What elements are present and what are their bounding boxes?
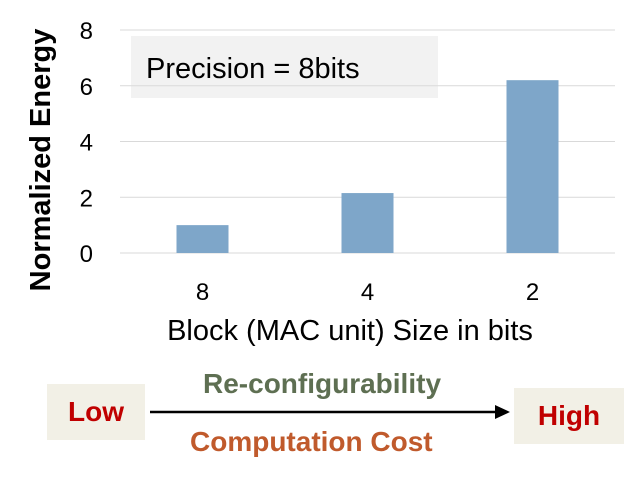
x-tick-label: 4 xyxy=(361,279,374,306)
precision-annotation: Precision = 8bits xyxy=(146,53,360,85)
bar xyxy=(176,225,229,253)
high-box: High xyxy=(514,388,624,444)
precision-annotation-box xyxy=(131,36,438,98)
y-tick-label: 0 xyxy=(80,241,93,268)
low-label: Low xyxy=(68,396,124,427)
y-tick-label: 6 xyxy=(80,74,93,101)
high-label: High xyxy=(537,400,601,431)
scale-arrow-head xyxy=(495,405,510,419)
y-axis-label: Normalized Energy xyxy=(25,29,57,292)
y-tick-label: 8 xyxy=(80,18,93,45)
low-box: Low xyxy=(47,384,145,440)
bar xyxy=(506,80,559,253)
bar xyxy=(341,193,394,253)
computation-cost-caption: Computation Cost xyxy=(190,426,433,457)
y-tick-label: 4 xyxy=(80,130,93,157)
y-tick-label: 2 xyxy=(80,185,93,212)
x-tick-label: 8 xyxy=(196,279,209,306)
reconfigurability-caption: Re-configurability xyxy=(203,368,442,399)
x-axis-label: Block (MAC unit) Size in bits xyxy=(167,315,533,347)
x-tick-label: 2 xyxy=(526,279,539,306)
